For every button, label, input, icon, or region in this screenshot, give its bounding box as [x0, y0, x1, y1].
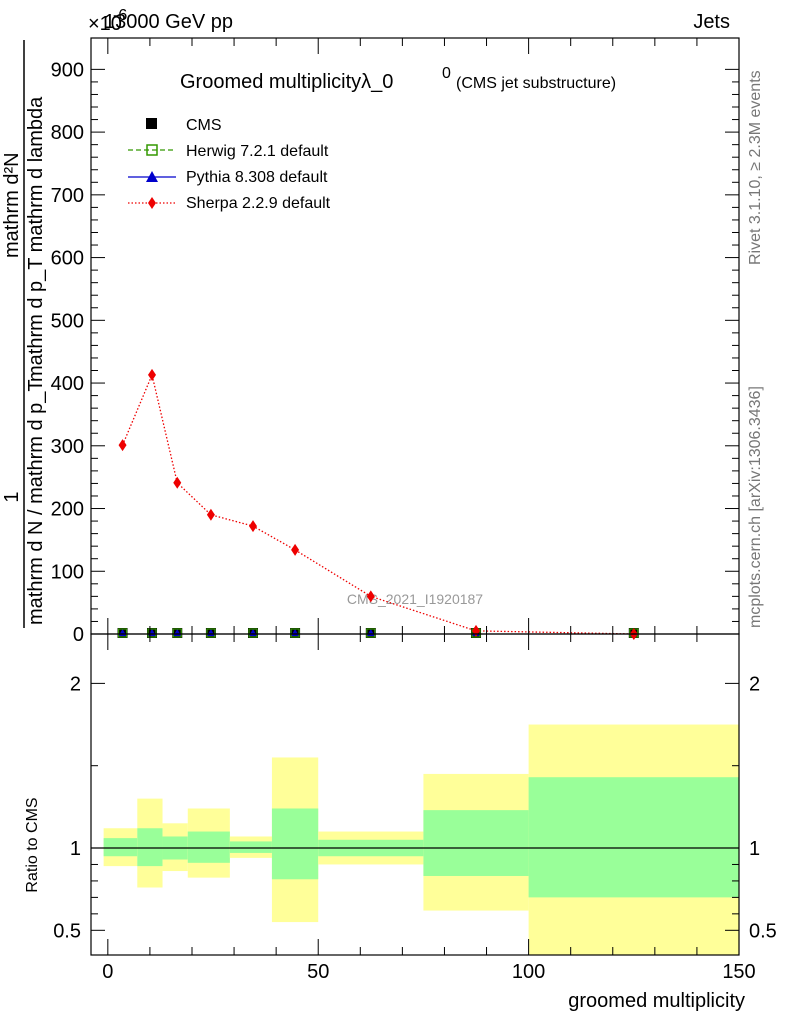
- legend-marker-sherpa: [148, 197, 156, 209]
- main-ytick-label-7: 700: [51, 185, 84, 207]
- ratio-ytick-label-left-0: 0.5: [53, 920, 81, 942]
- xtick-label-0: 0: [102, 961, 113, 983]
- legend-marker-herwig: [146, 144, 158, 156]
- main-ylabel-denominator: mathrm d p_T mathrm d lambda: [25, 96, 47, 382]
- main-ylabel-numerator: mathrm d²N: [1, 152, 23, 258]
- main-ytick-label-9: 900: [51, 59, 84, 81]
- sherpa-point-4: [249, 520, 257, 533]
- title-sub: (CMS jet substructure): [456, 75, 616, 92]
- ratio-band-inner-4: [229, 841, 272, 853]
- ratio-band-inner-1: [137, 828, 163, 867]
- ratio-ytick-label-left-1: 1: [70, 838, 81, 860]
- herwig-point-1: [147, 628, 157, 638]
- main-ytick-label-6: 600: [51, 248, 84, 270]
- ratio-ytick-label-right-0: 0.5: [749, 920, 777, 942]
- sherpa-point-5: [291, 543, 300, 556]
- watermark: CMS_2021_I1920187: [347, 591, 483, 607]
- title-main: Groomed multiplicityλ_0: [180, 71, 393, 93]
- legend-label-sherpa: Sherpa 2.2.9 default: [186, 195, 331, 212]
- ratio-band-inner-0: [103, 838, 138, 857]
- legend-label-cms: CMS: [186, 117, 222, 134]
- title-superscript: 0: [442, 65, 451, 82]
- main-ytick-label-3: 300: [51, 436, 84, 458]
- rivet-label: Rivet 3.1.10, ≥ 2.3M events: [747, 70, 764, 265]
- herwig-point-6: [366, 628, 376, 638]
- herwig-point-2: [172, 628, 182, 638]
- main-ytick-label-5: 500: [51, 310, 84, 332]
- main-ylabel-prefactor-den: mathrm d N / mathrm d p_T: [25, 379, 47, 625]
- main-ylabel-prefactor-num: 1: [1, 491, 23, 502]
- ratio-ytick-label-left-2: 2: [70, 673, 81, 695]
- process-label: Jets: [693, 11, 730, 33]
- energy-label: 13000 GeV pp: [104, 11, 233, 33]
- x-axis-label: groomed multiplicity: [568, 990, 745, 1012]
- ratio-band-inner-7: [423, 810, 529, 876]
- main-ytick-label-1: 100: [51, 561, 84, 583]
- main-ytick-label-0: 0: [73, 624, 84, 646]
- ratio-band-inner-3: [187, 831, 230, 863]
- exponent-marker: ×10: [88, 13, 122, 35]
- legend-label-pythia: Pythia 8.308 default: [186, 169, 328, 186]
- ratio-frame: [90, 633, 740, 956]
- sherpa-point-0: [118, 439, 127, 452]
- ratio-ytick-label-right-1: 1: [749, 838, 760, 860]
- main-ytick-label-4: 400: [51, 373, 84, 395]
- ratio-band-inner-8: [528, 777, 739, 898]
- chart-title: Groomed multiplicityλ_0 0 (CMS jet subst…: [180, 65, 616, 93]
- ratio-y-label: Ratio to CMS: [24, 797, 41, 892]
- xtick-label-1: 50: [307, 961, 329, 983]
- legend-label-herwig: Herwig 7.2.1 default: [186, 143, 329, 160]
- main-ytick-label-8: 800: [51, 122, 84, 144]
- herwig-point-5: [290, 628, 300, 638]
- ratio-ytick-label-right-2: 2: [749, 673, 760, 695]
- legend: CMS Herwig 7.2.1 default Pythia 8.308 de…: [128, 117, 331, 212]
- herwig-point-3: [206, 628, 216, 638]
- xtick-label-2: 100: [512, 961, 545, 983]
- ratio-band-inner-5: [271, 808, 319, 880]
- legend-marker-pythia: [146, 171, 158, 182]
- sherpa-point-6: [366, 590, 375, 603]
- main-y-label: 1 mathrm d N / mathrm d p_T mathrm d²N m…: [1, 40, 47, 628]
- herwig-point-4: [248, 628, 258, 638]
- main-ytick-label-2: 200: [51, 499, 84, 521]
- ratio-bands: [91, 724, 739, 955]
- xtick-label-3: 150: [722, 961, 755, 983]
- sherpa-point-3: [206, 508, 215, 521]
- herwig-point-0: [117, 628, 128, 638]
- legend-marker-cms: [146, 118, 157, 129]
- mcplots-label: mcplots.cern.ch [arXiv:1306.3436]: [747, 386, 764, 628]
- sherpa-point-1: [148, 368, 157, 381]
- sherpa-point-2: [173, 476, 182, 489]
- exponent-power: -6: [113, 7, 127, 24]
